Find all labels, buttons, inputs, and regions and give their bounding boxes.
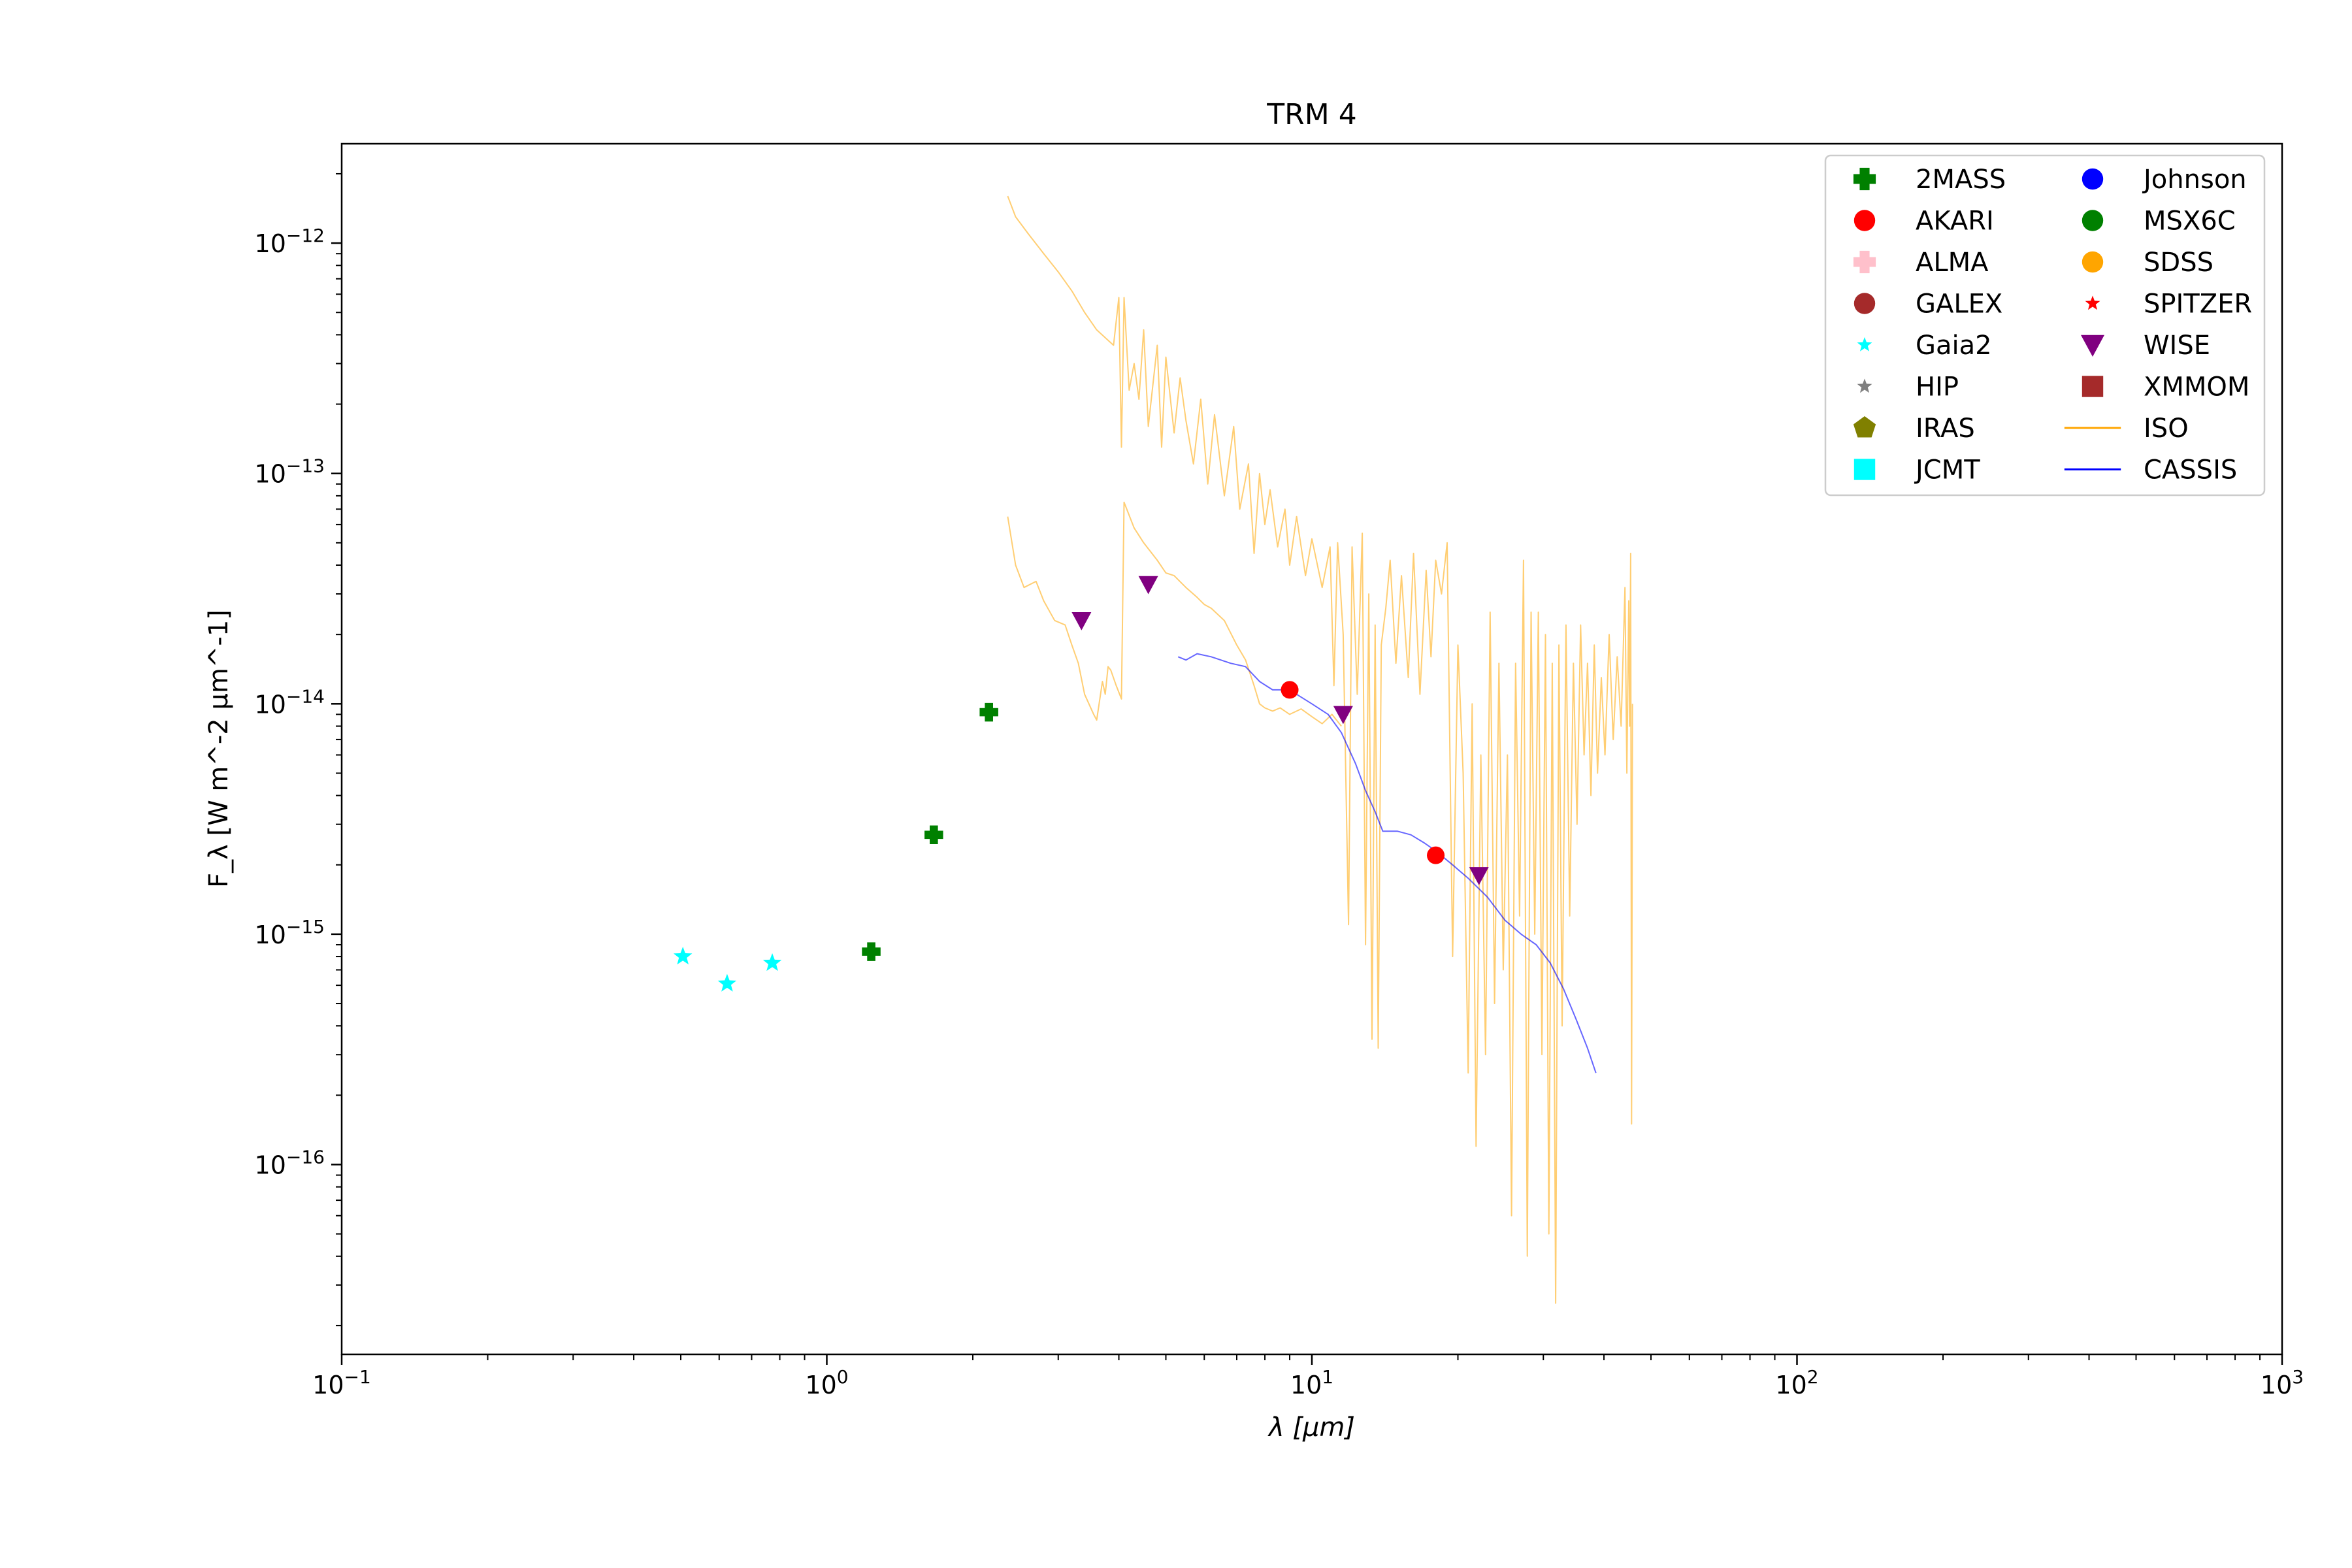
y-axis-label: F_λ [W m^-2 μm^-1] [204, 610, 234, 888]
legend-label: AKARI [1916, 206, 1994, 237]
2mass-point [862, 942, 881, 961]
legend-label: 2MASS [1916, 165, 2006, 195]
y-tick-label: 10−16 [255, 1146, 325, 1179]
wise-point [1469, 867, 1489, 885]
legend-label: SDSS [2144, 248, 2213, 278]
gaia2-point [717, 973, 737, 992]
2mass-point [924, 825, 943, 845]
wise-point [1333, 706, 1353, 725]
legend-marker [2082, 210, 2104, 231]
legend-label: HIP [1916, 372, 1959, 402]
legend-label: JCMT [1914, 455, 1980, 485]
chart-title: TRM 4 [1266, 98, 1356, 131]
legend-marker [2082, 376, 2104, 397]
iso-spectrum [1007, 195, 1633, 1304]
legend-marker [1857, 337, 1872, 351]
y-tick-label: 10−14 [255, 685, 325, 719]
iso-line [1007, 501, 1342, 727]
akari-point [1281, 681, 1299, 699]
legend-label: MSX6C [2144, 206, 2236, 237]
legend-label: SPITZER [2144, 289, 2252, 319]
legend: 2MASS AKARI ALMA GALEX Gaia2 HIP IRAS JCMT Johns… [1824, 154, 2266, 497]
x-tick-label: 101 [1290, 1366, 1333, 1399]
y-tick-label: 10−12 [255, 225, 325, 258]
legend-marker [1854, 210, 1876, 231]
x-axis-label: λ [μm] [1267, 1413, 1355, 1443]
legend-marker [2082, 251, 2104, 273]
legend-box [1824, 154, 2266, 497]
x-tick-label: 100 [805, 1366, 848, 1399]
cassis-spectrum [1177, 653, 1597, 1073]
legend-marker [2082, 168, 2104, 190]
x-tick-label: 10−1 [312, 1366, 371, 1399]
y-tick-label: 10−15 [255, 916, 325, 949]
gaia2-point [762, 953, 782, 972]
legend-label: ISO [2144, 414, 2189, 444]
y-tick-label: 10−13 [255, 455, 325, 489]
gaia2-point [673, 947, 693, 965]
legend-marker [1853, 167, 1876, 191]
2mass-point [979, 702, 998, 722]
legend-marker [1853, 416, 1876, 438]
x-tick-label: 103 [2261, 1366, 2304, 1399]
wise-point [1138, 576, 1158, 595]
legend-label: CASSIS [2144, 455, 2237, 485]
legend-label: WISE [2144, 331, 2210, 361]
legend-marker [1857, 378, 1872, 393]
legend-marker [1854, 293, 1876, 314]
iso-line [1007, 195, 1633, 1304]
legend-label: GALEX [1916, 289, 2002, 319]
wise-point [1071, 612, 1092, 630]
legend-label: ALMA [1916, 248, 1989, 278]
legend-label: Johnson [2142, 165, 2247, 195]
legend-marker [1854, 459, 1876, 480]
x-tick-label: 102 [1775, 1366, 1818, 1399]
x-axis: 10−1 100 101 102 103 [312, 1354, 2304, 1399]
legend-marker [2085, 295, 2100, 310]
legend-label: XMMOM [2144, 372, 2249, 402]
cassis-line [1177, 653, 1597, 1073]
y-axis: 10−16 10−15 10−14 10−13 10−12 [255, 172, 342, 1326]
photometry-points [673, 576, 1489, 992]
legend-label: IRAS [1916, 414, 1975, 444]
akari-point [1427, 846, 1445, 864]
legend-label: Gaia2 [1916, 331, 1992, 361]
legend-marker [2081, 335, 2104, 357]
legend-marker [1853, 250, 1876, 274]
